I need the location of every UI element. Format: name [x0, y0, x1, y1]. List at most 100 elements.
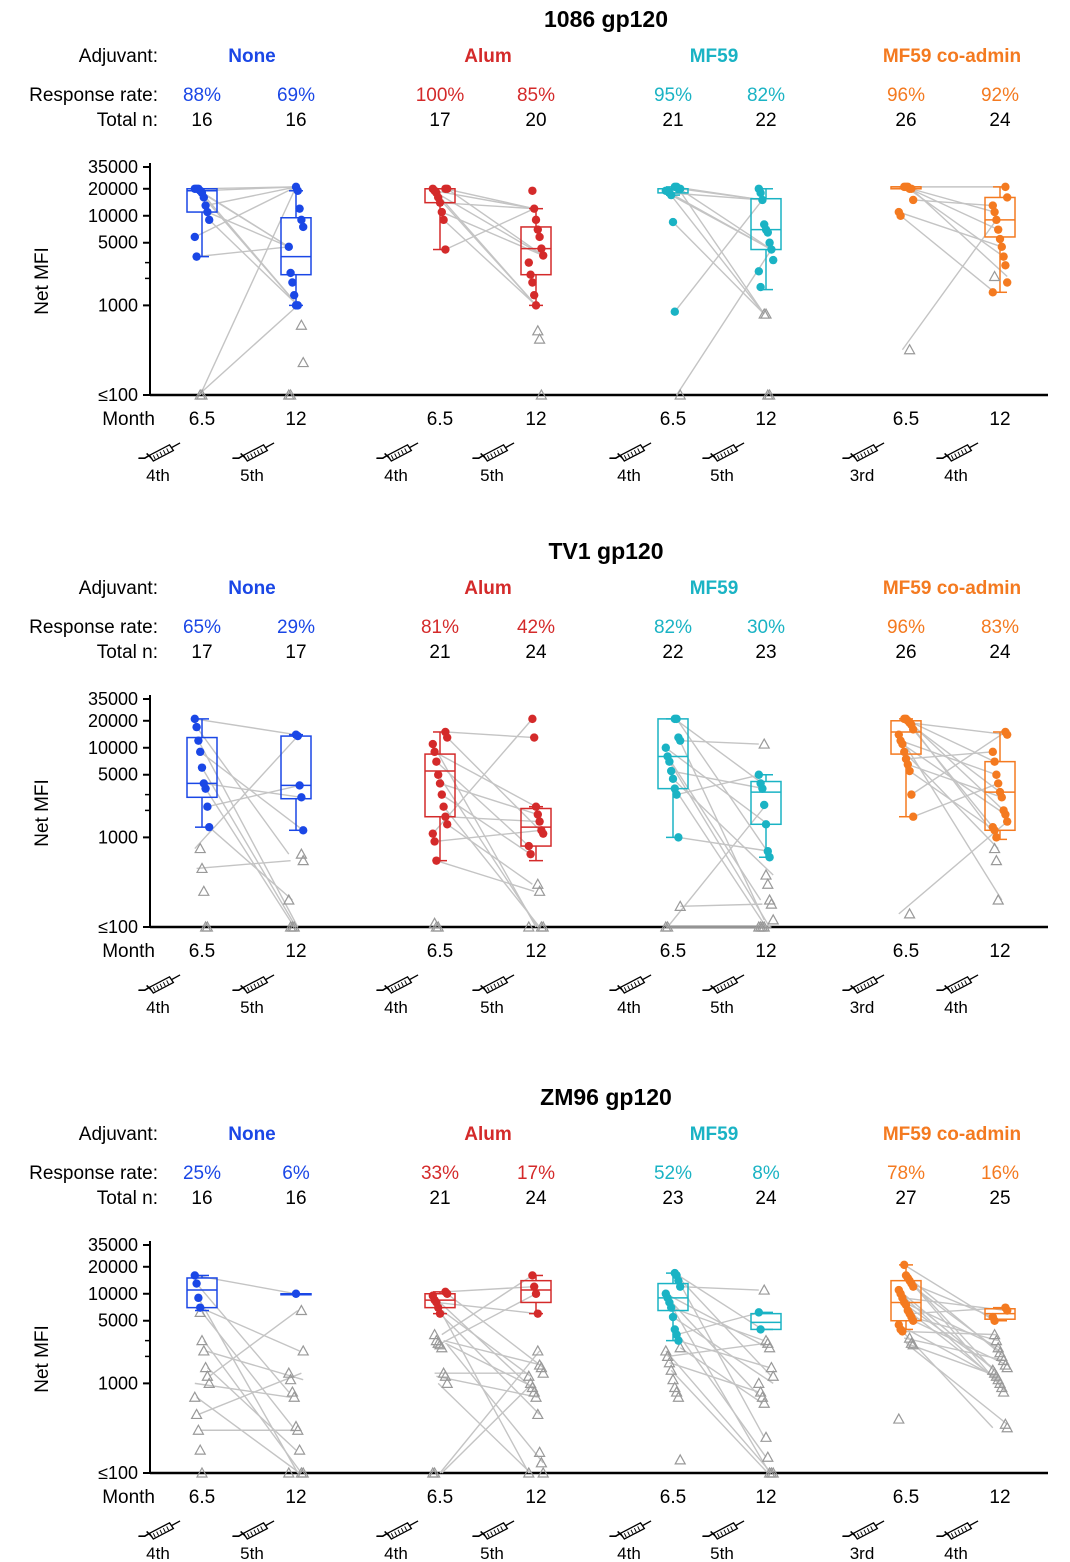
responder-point — [437, 790, 446, 799]
syringe-icon — [936, 442, 979, 462]
responder-point — [674, 1336, 683, 1345]
pair-line — [446, 823, 533, 885]
nonresponder-marker — [297, 854, 310, 866]
pair-line — [667, 1297, 762, 1398]
pair-line — [667, 190, 765, 315]
nonresponder-marker — [763, 388, 776, 400]
syringe-icon — [376, 974, 419, 994]
month-tick-label: 12 — [755, 941, 776, 962]
pair-line — [676, 186, 772, 251]
nonresponder-marker — [672, 1391, 685, 1402]
nonresponder-marker — [535, 388, 548, 400]
responder-point — [756, 188, 765, 198]
month-tick-label: 6.5 — [427, 409, 453, 430]
nonresponder-marker — [428, 1466, 441, 1478]
pair-line — [667, 804, 767, 928]
pair-line — [194, 186, 297, 238]
pair-line — [676, 718, 772, 858]
box — [520, 1279, 552, 1304]
responder-point — [988, 747, 997, 757]
y-tick-label: 1000 — [98, 1373, 138, 1393]
adjuvant-name: MF59 co-admin — [883, 46, 1021, 67]
dose-label: 4th — [384, 1544, 408, 1562]
responder-point — [524, 841, 533, 851]
adjuvant-name: Alum — [464, 578, 512, 599]
responder-point — [531, 301, 541, 310]
pair-line — [665, 1350, 772, 1474]
pair-line — [674, 199, 763, 313]
month-tick-label: 6.5 — [189, 409, 215, 430]
pair-line — [898, 211, 1003, 248]
pair-line — [445, 816, 540, 823]
nonresponder-marker — [297, 1466, 310, 1478]
responder-point — [896, 211, 905, 220]
month-tick-label: 12 — [525, 941, 546, 962]
nonresponder-marker — [892, 1412, 905, 1424]
syringe-icon — [232, 442, 275, 462]
responder-point — [668, 1312, 678, 1322]
y-axis-label: Net MFI — [32, 247, 53, 315]
pair-line — [436, 1301, 538, 1315]
responder-point — [526, 849, 535, 859]
panel-header: ZM96 gp120 Adjuvant: Response rate: Total n… — [29, 1084, 1021, 1209]
total-n-label: Total n: — [97, 642, 158, 663]
dose-label: 5th — [710, 998, 734, 1017]
total-n: 21 — [429, 642, 450, 663]
pair-line — [434, 751, 537, 808]
nonresponder-marker — [194, 1443, 207, 1455]
response-rate: 96% — [887, 85, 925, 106]
adjuvant-label: Adjuvant: — [79, 578, 158, 599]
y-tick-label: ≤100 — [98, 385, 138, 405]
dose-label: 4th — [384, 466, 408, 485]
pair-line — [439, 1313, 541, 1415]
nonresponder-marker — [537, 920, 550, 932]
pair-line — [445, 731, 535, 739]
responder-point — [997, 793, 1006, 802]
dose-label: 4th — [944, 1544, 968, 1562]
nonresponder-marker — [767, 1370, 780, 1381]
response-rate: 6% — [282, 1163, 310, 1184]
responder-point — [1001, 261, 1010, 270]
responder-point — [441, 245, 450, 254]
nonresponder-marker — [1001, 1361, 1014, 1373]
syringe-icon — [609, 1520, 652, 1540]
nonresponder-marker — [663, 1356, 676, 1368]
nonresponder-marker — [992, 893, 1005, 905]
pair-line — [676, 774, 761, 796]
adjuvant-name: MF59 — [690, 1124, 739, 1145]
responder-point — [661, 743, 670, 752]
syringe-icon — [138, 974, 181, 994]
nonresponder-marker — [531, 1344, 544, 1356]
month-tick-label: 6.5 — [893, 941, 919, 962]
responder-point — [898, 739, 907, 749]
responder-point — [535, 232, 544, 242]
responder-point — [533, 810, 542, 819]
response-rate: 16% — [981, 1163, 1019, 1184]
responder-point — [1003, 730, 1012, 739]
pair-line — [437, 196, 537, 306]
panel-header: 1086 gp120 Adjuvant: Response rate: Total n… — [29, 6, 1021, 131]
pair-line — [206, 1367, 297, 1451]
responder-point — [205, 822, 214, 832]
pair-line — [437, 1307, 532, 1377]
responder-point — [999, 252, 1008, 261]
responder-point — [299, 222, 308, 232]
total-n: 20 — [525, 110, 546, 131]
nonresponder-marker — [522, 1370, 535, 1381]
responder-point — [196, 747, 205, 757]
pair-line — [898, 734, 1003, 901]
nonresponder-marker — [761, 878, 774, 889]
pair-line — [905, 1342, 999, 1377]
pair-line — [902, 743, 1006, 816]
dose-label: 4th — [944, 466, 968, 485]
nonresponder-marker — [533, 332, 546, 344]
responder-point — [1003, 193, 1012, 202]
responder-point — [905, 766, 914, 776]
responder-point — [900, 1260, 909, 1270]
responder-point — [293, 186, 302, 195]
nonresponder-marker — [752, 1377, 765, 1388]
syringe-icon — [842, 442, 885, 462]
pair-line — [196, 1283, 290, 1393]
pair-line — [201, 767, 297, 928]
